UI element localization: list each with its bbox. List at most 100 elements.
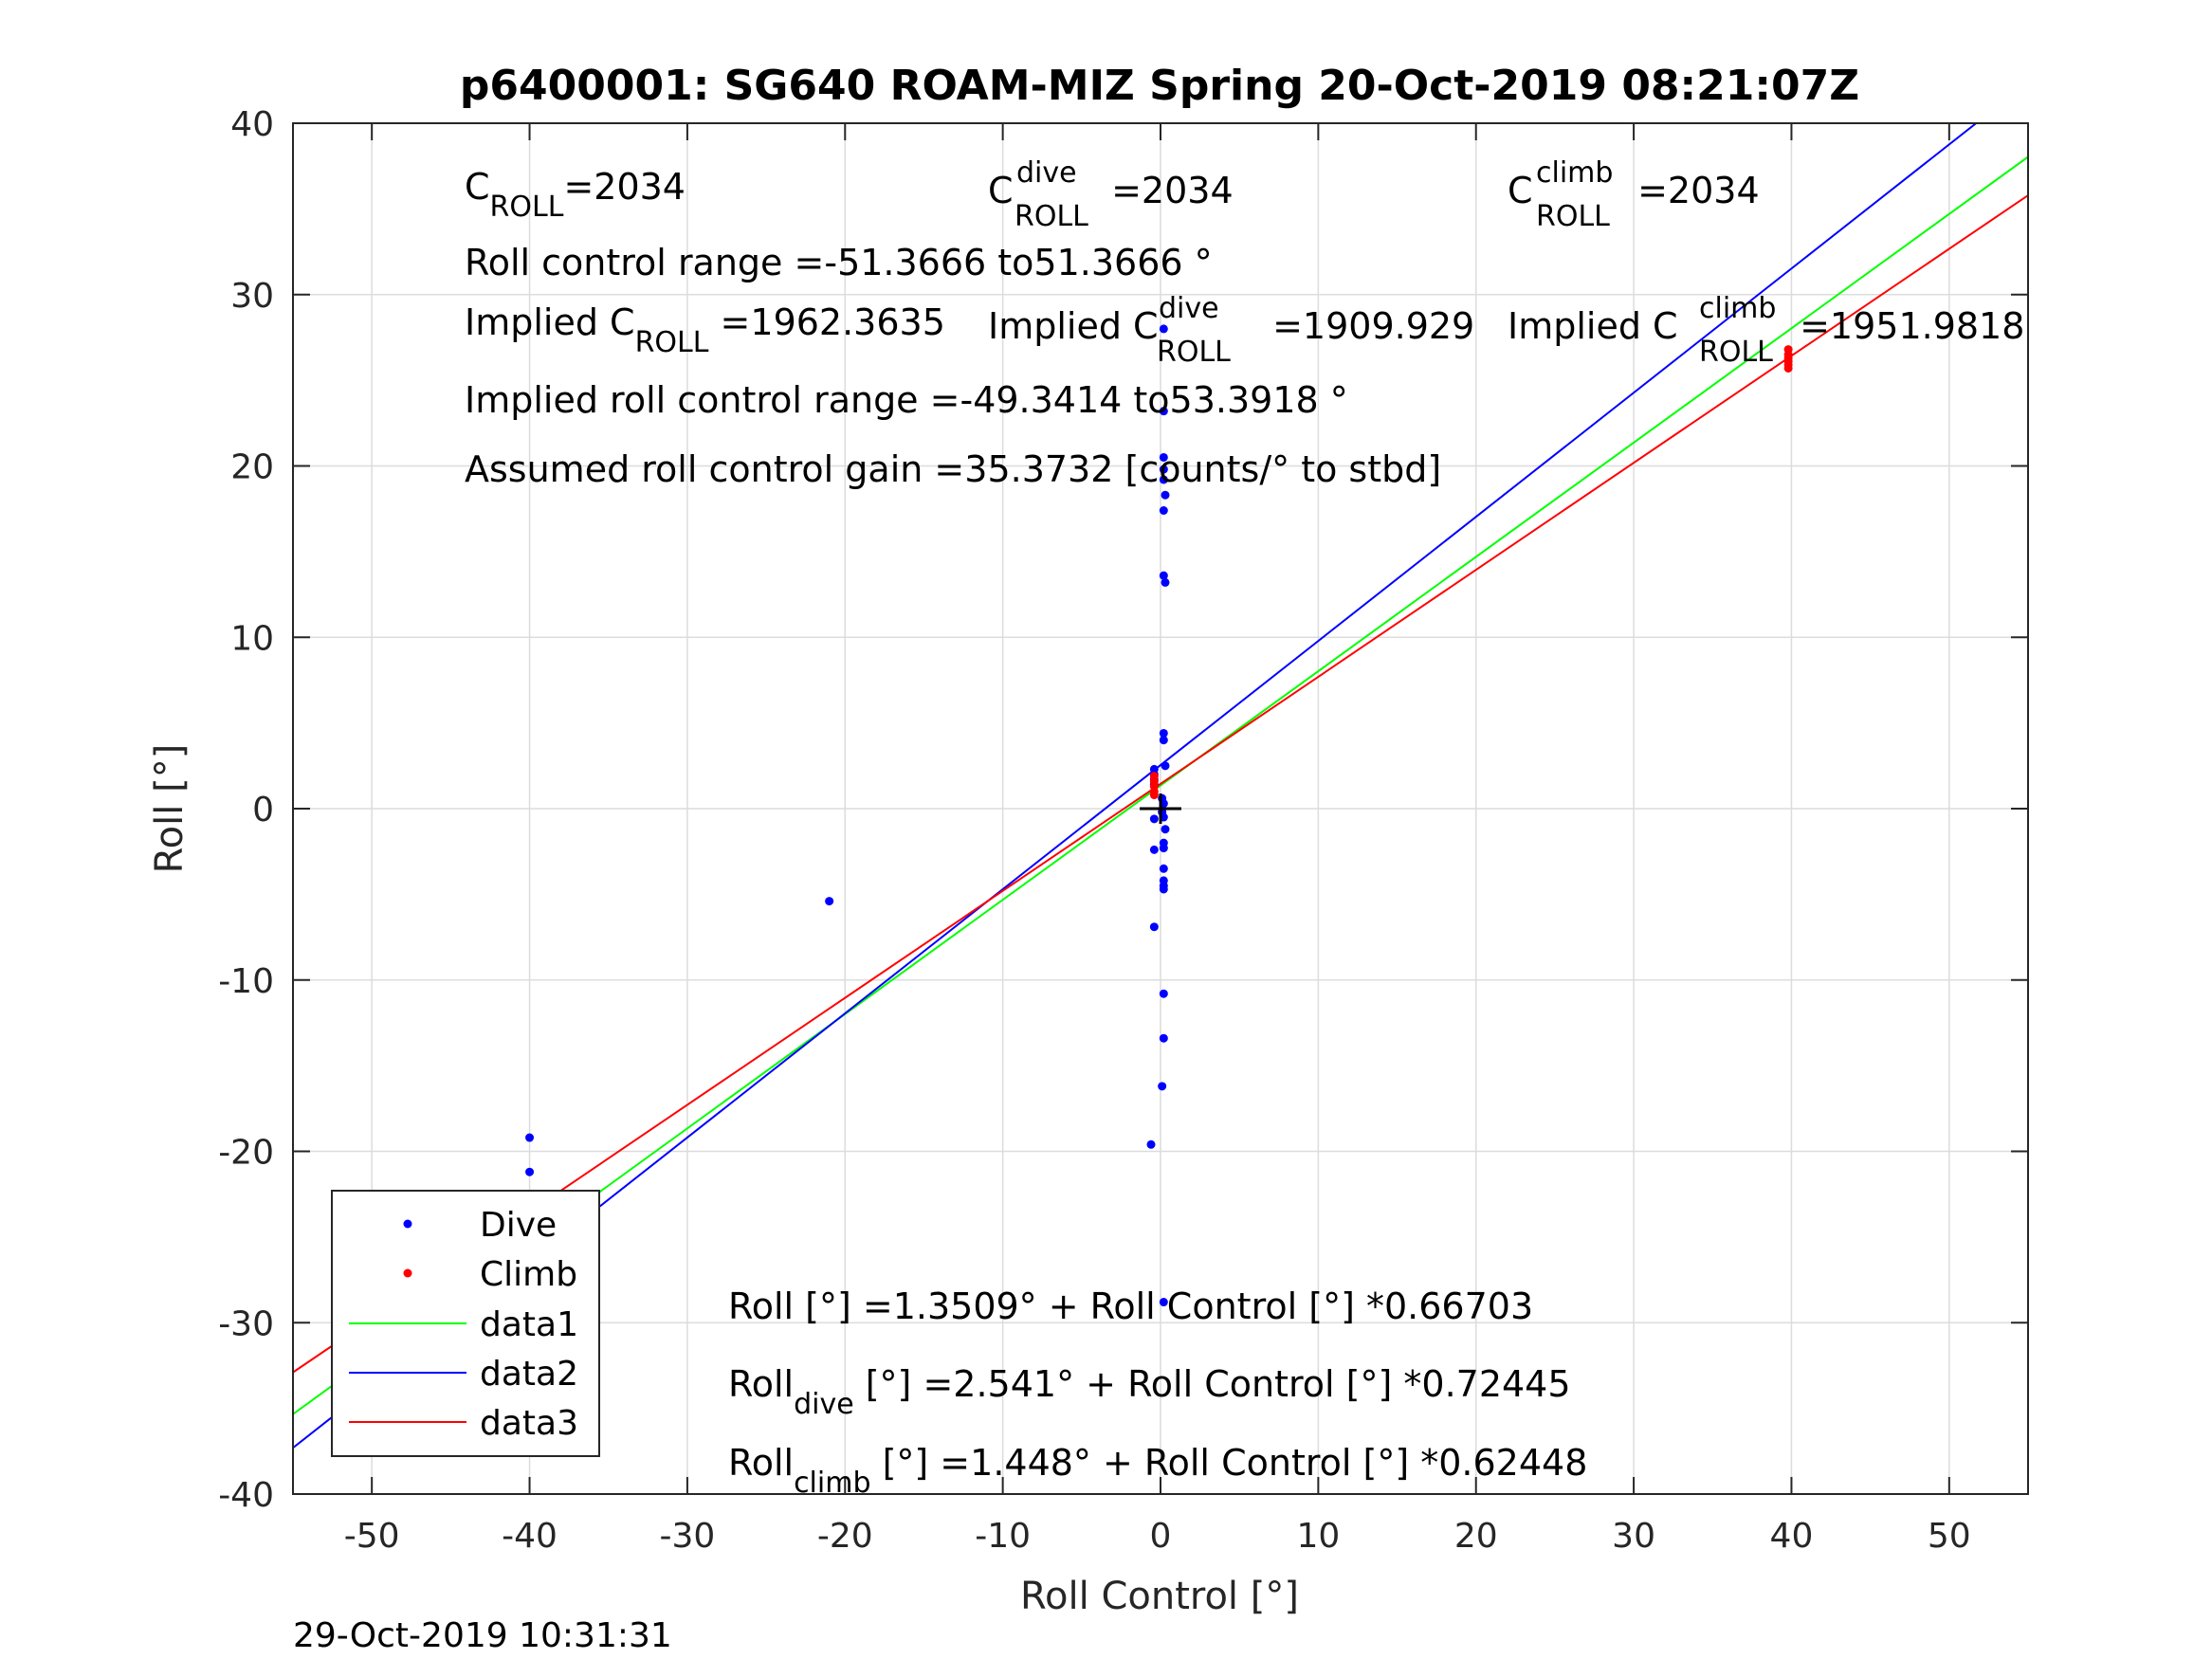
annotation-c-roll-dive-base: C [988,170,1014,211]
y-tick-label: 20 [230,448,274,487]
dive-point [1159,407,1168,416]
x-axis-label: Roll Control [°] [1020,1575,1299,1618]
x-tick-label: 0 [1150,1517,1172,1556]
dive-point [1159,728,1168,738]
y-tick-label: 0 [252,791,274,830]
y-tick-label: -40 [218,1476,274,1515]
annotation-fit-dive: Rolldive [°] =2.541° + Roll Control [°] … [728,1363,1571,1421]
dive-point [1159,864,1168,873]
dive-point [1146,1139,1156,1149]
y-tick-label: -30 [218,1304,274,1343]
legend-label-data2: data2 [480,1355,578,1394]
dive-point [1159,1033,1168,1043]
x-tick-label: 10 [1296,1517,1340,1556]
legend-item-data3: data3 [349,1404,578,1443]
annotation-implied-c-roll-dive-sub: ROLL [1157,336,1231,369]
annotation-fit-dive-base: Roll [728,1363,794,1405]
dive-point [525,1133,535,1142]
x-tick-label: 50 [1928,1517,1971,1556]
y-tick-label: -20 [218,1134,274,1173]
annotation-c-roll-value: =2034 [563,166,686,208]
dive-point [1159,571,1168,580]
annotation-fit-all: Roll [°] =1.3509° + Roll Control [°] *0.… [728,1285,1533,1327]
dive-point [1161,825,1170,834]
x-tick-label: -10 [975,1517,1031,1556]
annotation-implied-c-roll-base: Implied C [465,301,635,343]
y-tick-label: -10 [218,962,274,1001]
x-tick-label: -40 [502,1517,558,1556]
annotation-c-roll-climb-sup: climb [1536,156,1613,190]
dive-point [1149,922,1159,932]
dive-point [1161,490,1170,500]
x-tick-label: -30 [660,1517,716,1556]
annotation-assumed-gain: Assumed roll control gain =35.3732 [coun… [465,448,1441,490]
dive-point [825,897,834,906]
annotation-implied-c-roll-climb: Implied C climb ROLL =1951.9818 [1508,292,2024,369]
y-axis-label: Roll [°] [148,744,192,874]
annotation-c-roll: CROLL=2034 [465,166,686,224]
annotation-implied-c-roll-sub: ROLL [635,326,709,359]
annotation-implied-c-roll-climb-base: Implied C [1508,305,1678,347]
legend-item-data2: data2 [349,1355,578,1394]
legend-swatch-climb [403,1268,412,1278]
annotation-c-roll-base: C [465,166,490,208]
annotation-c-roll-climb-sub: ROLL [1536,200,1610,233]
footer-timestamp: 29-Oct-2019 10:31:31 [293,1616,672,1655]
dive-point [1161,577,1170,587]
legend-item-climb: Climb [403,1255,577,1294]
origin-marker [1140,793,1181,824]
dive-point [1159,465,1168,474]
y-tick-label: 10 [230,619,274,658]
dive-point [1159,844,1168,853]
annotation-fit-climb: Rollclimb [°] =1.448° + Roll Control [°]… [728,1442,1587,1500]
dive-point [525,1167,535,1176]
annotation-implied-c-roll-dive: Implied Cdive ROLL =1909.929 [988,292,1474,369]
annotation-c-roll-climb-value: =2034 [1626,170,1760,211]
climb-point [1783,363,1793,373]
x-tick-label: 20 [1454,1517,1498,1556]
dive-point [1159,884,1168,894]
annotation-implied-c-roll-value: =1962.3635 [708,301,944,343]
dive-point [1159,452,1168,462]
dive-point [1159,989,1168,998]
x-tick-label: 30 [1612,1517,1655,1556]
annotation-implied-roll-control-range: Implied roll control range =-49.3414 to5… [465,379,1348,421]
annotation-implied-c-roll-climb-sup: climb [1699,292,1776,325]
annotation-c-roll-dive-sup: dive [1016,156,1077,190]
annotation-fit-dive-value: [°] =2.541° + Roll Control [°] *0.72445 [854,1363,1571,1405]
dive-point [1161,761,1170,771]
annotation-roll-control-range: Roll control range =-51.3666 to51.3666 ° [465,242,1213,283]
chart-title: p6400001: SG640 ROAM-MIZ Spring 20-Oct-2… [460,62,1859,110]
annotation-implied-c-roll-dive-sup: dive [1159,292,1219,325]
dive-point [1159,736,1168,745]
annotation-c-roll-dive-sub: ROLL [1015,200,1088,233]
legend-label-data3: data3 [480,1404,578,1443]
dive-point [1149,814,1159,824]
annotation-c-roll-dive-value: =2034 [1100,170,1234,211]
y-tick-label: 30 [230,277,274,316]
annotation-implied-c-roll: Implied CROLL =1962.3635 [465,301,945,359]
annotation-c-roll-sub: ROLL [490,191,564,224]
legend: Dive Climb data1 data2 data3 [331,1190,600,1457]
annotation-fit-climb-sub: climb [794,1467,870,1500]
legend-label-data1: data1 [480,1305,578,1344]
legend-swatch-dive [403,1219,412,1229]
dive-point [1159,1298,1168,1307]
annotation-fit-climb-base: Roll [728,1442,794,1484]
legend-label-dive: Dive [480,1206,557,1245]
annotation-implied-c-roll-dive-value: =1909.929 [1261,305,1474,347]
x-tick-labels: -50 -40 -30 -20 -10 0 10 20 30 40 50 [344,1517,1971,1556]
dive-point [1158,1082,1167,1091]
dive-point [1159,505,1168,515]
annotation-c-roll-climb-base: C [1508,170,1533,211]
x-tick-label: -20 [817,1517,873,1556]
dive-point [1159,475,1168,484]
climb-point [1149,791,1159,800]
dive-point [1149,845,1159,854]
annotation-implied-c-roll-climb-sub: ROLL [1699,336,1773,369]
annotation-implied-c-roll-dive-base: Implied C [988,305,1159,347]
y-tick-labels: -40 -30 -20 -10 0 10 20 30 40 [218,105,274,1515]
